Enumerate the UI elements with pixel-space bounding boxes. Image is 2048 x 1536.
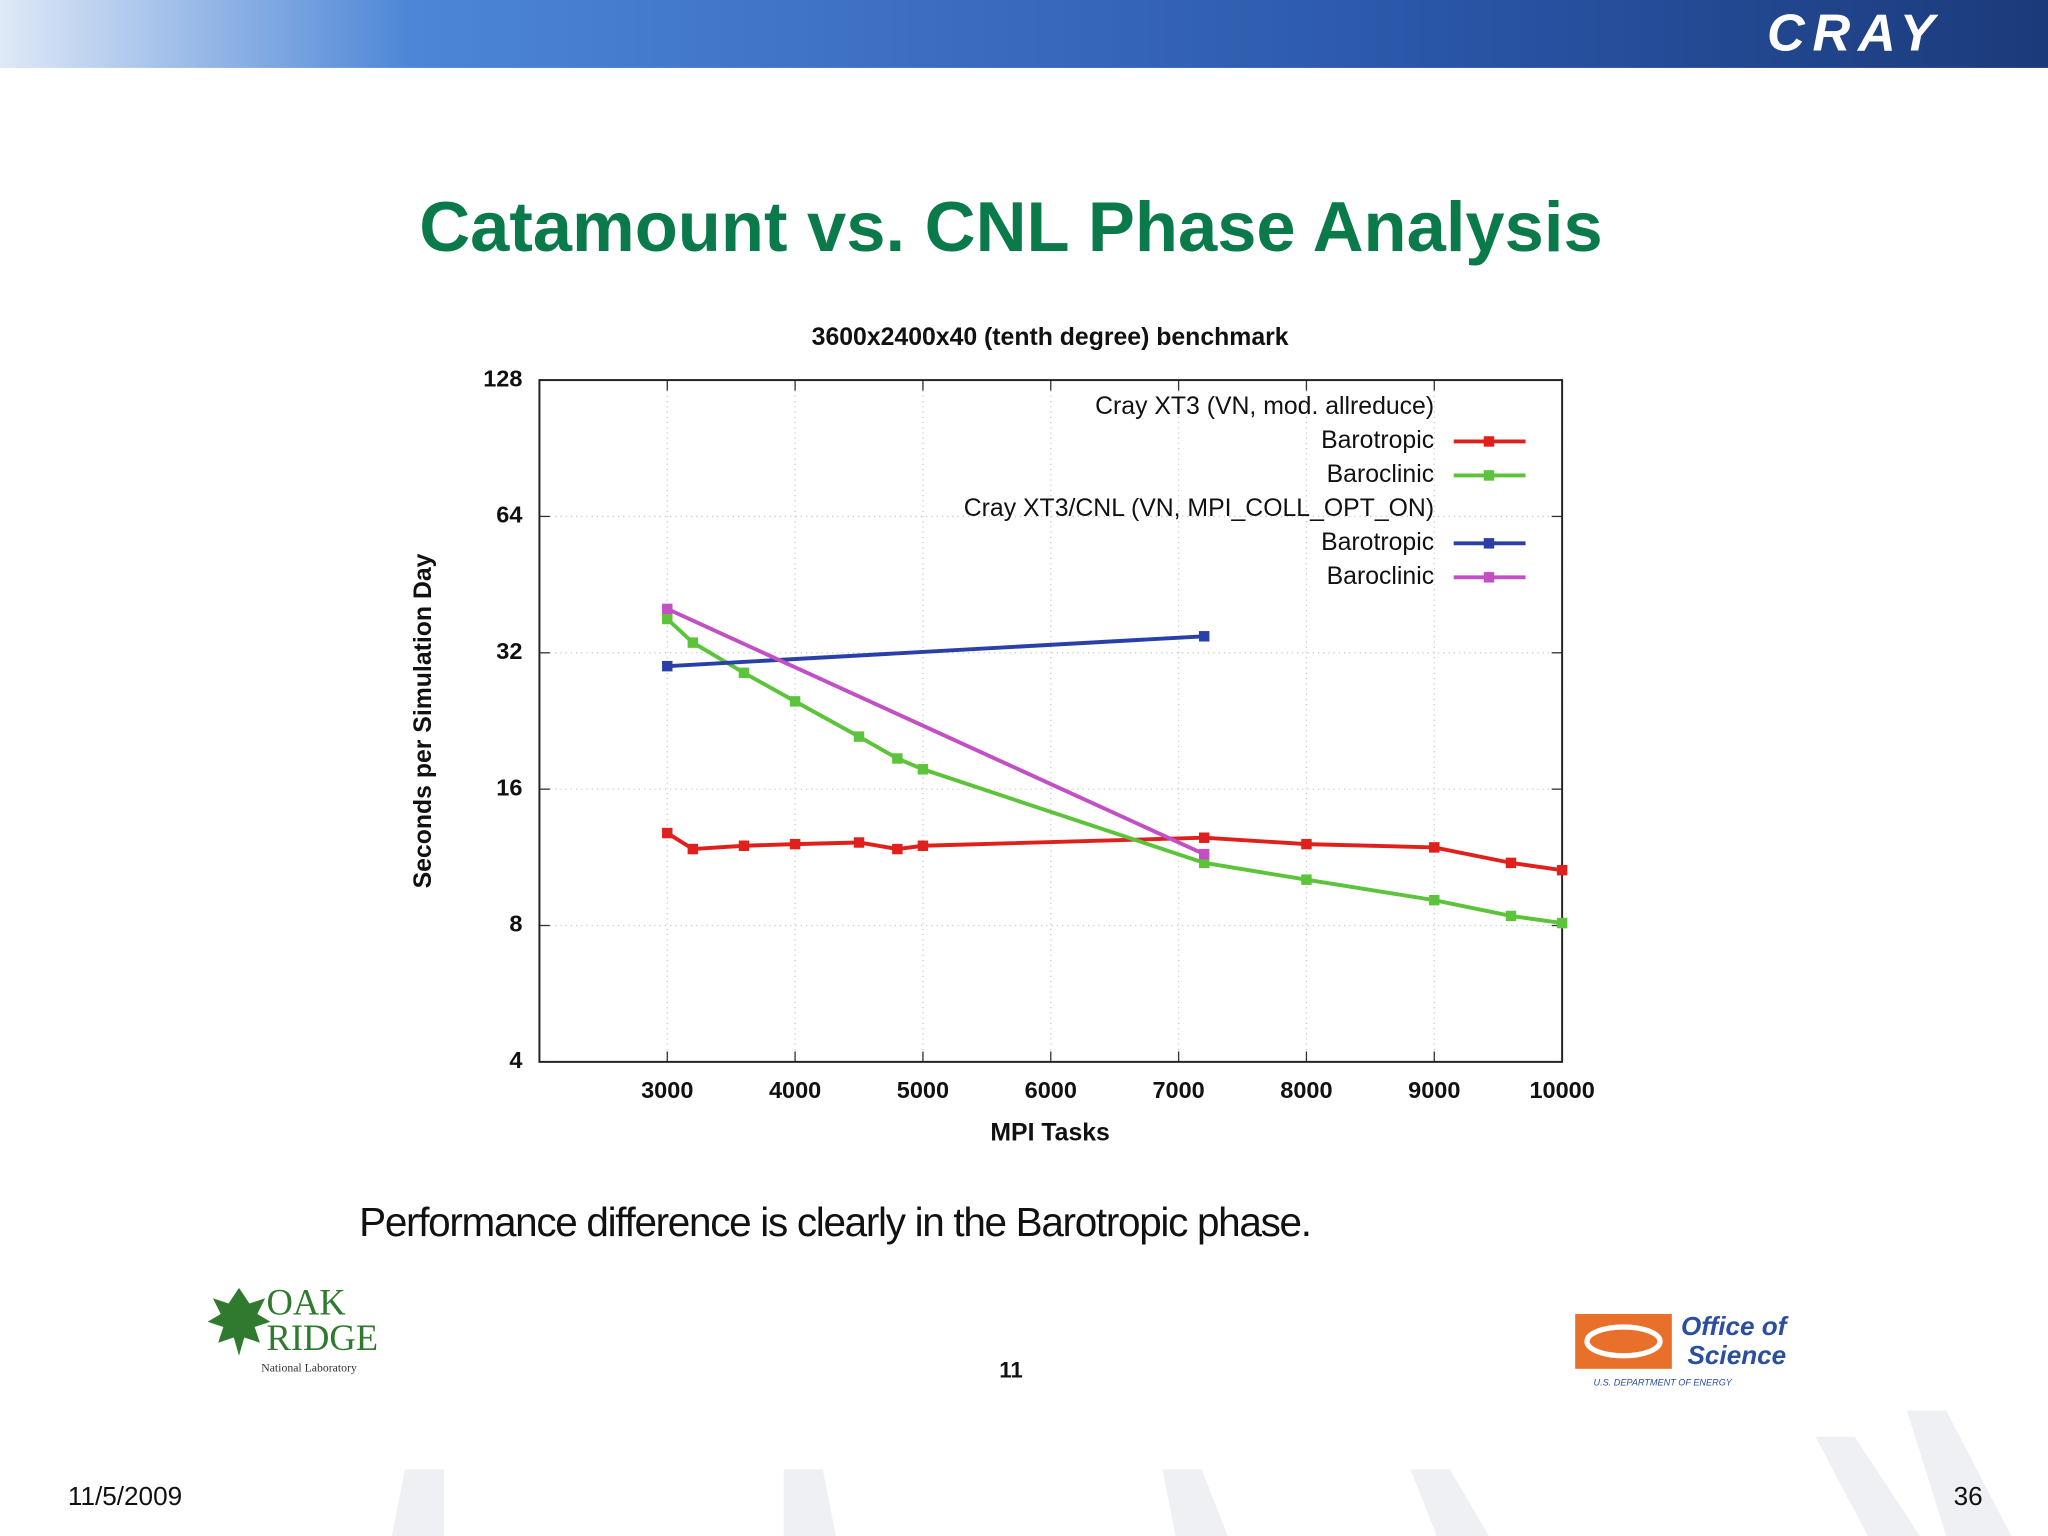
data-point: [1505, 910, 1517, 922]
x-tick-label: 5000: [897, 1077, 949, 1103]
data-point: [1429, 894, 1440, 906]
x-axis-label: MPI Tasks: [990, 1119, 1109, 1146]
logo-text: OAK: [266, 1282, 346, 1323]
data-point: [853, 731, 865, 742]
x-tick-label: 3000: [641, 1077, 693, 1103]
data-point: [1198, 848, 1210, 860]
x-tick-label: 8000: [1280, 1077, 1332, 1103]
slide-title: Catamount vs. CNL Phase Analysis: [419, 187, 1602, 266]
data-point: [1505, 857, 1517, 869]
data-point: [1198, 631, 1210, 642]
y-tick-label: 16: [496, 774, 522, 800]
header-bar: [0, 0, 2048, 68]
date: 11/5/2009: [68, 1481, 182, 1511]
data-point: [738, 667, 750, 679]
data-point: [1556, 917, 1568, 929]
plot-frame: [538, 379, 1564, 1063]
data-point: [687, 637, 699, 648]
legend-marker: [1483, 572, 1495, 583]
data-point: [738, 840, 750, 851]
logo-text: Office of: [1681, 1311, 1789, 1341]
data-point: [662, 827, 673, 839]
slide-number: 36: [1954, 1481, 1983, 1511]
leaf-icon: [207, 1287, 271, 1356]
data-point: [917, 764, 929, 775]
logo-swirl: [1584, 1324, 1663, 1359]
legend-label: Barotropic: [1321, 427, 1434, 454]
legend-group-title: Cray XT3 (VN, mod. allreduce): [1095, 393, 1434, 420]
data-point: [892, 753, 903, 764]
data-point: [662, 613, 673, 625]
legend-marker: [1483, 436, 1495, 447]
data-point: [1301, 838, 1312, 850]
x-tick-label: 10000: [1529, 1077, 1594, 1103]
logo-text: RIDGE: [266, 1317, 378, 1358]
cray-logo: CRAY: [1767, 4, 1942, 62]
footer-stripes: [391, 1410, 2012, 1536]
data-point: [1198, 832, 1210, 843]
y-tick-label: 128: [483, 365, 522, 391]
caption: Performance difference is clearly in the…: [359, 1199, 1310, 1245]
legend-label: Barotropic: [1321, 529, 1434, 556]
legend-marker: [1483, 538, 1495, 549]
y-tick-label: 64: [496, 502, 522, 528]
series-line: [665, 617, 1563, 926]
legend-group-title: Cray XT3/CNL (VN, MPI_COLL_OPT_ON): [964, 495, 1434, 522]
legend-label: Baroclinic: [1327, 563, 1435, 590]
office-of-science-logo: Office of Science U.S. DEPARTMENT OF ENE…: [1575, 1311, 1789, 1388]
y-tick-label: 8: [509, 911, 522, 937]
data-point: [662, 660, 673, 672]
logo-text: U.S. DEPARTMENT OF ENERGY: [1593, 1378, 1732, 1388]
page-number: 11: [999, 1357, 1022, 1382]
x-tick-label: 7000: [1152, 1077, 1204, 1103]
data-point: [789, 696, 801, 707]
data-point: [853, 837, 865, 848]
y-tick-label: 4: [509, 1047, 522, 1073]
y-axis-label: Seconds per Simulation Day: [410, 553, 437, 888]
x-tick-label: 6000: [1025, 1077, 1077, 1103]
logo-text: Science: [1688, 1340, 1787, 1370]
logo-text: National Laboratory: [261, 1362, 357, 1375]
chart: 3600x2400x40 (tenth degree) benchmark MP…: [410, 324, 1595, 1146]
y-tick-label: 32: [496, 638, 522, 664]
data-point: [789, 838, 801, 850]
data-point: [1198, 857, 1210, 869]
data-point: [662, 603, 673, 615]
data-point: [687, 843, 699, 855]
series-line: [667, 634, 1205, 669]
logo-box: [1575, 1313, 1672, 1369]
oak-ridge-logo: OAK RIDGE National Laboratory: [207, 1282, 378, 1375]
data-point: [1301, 874, 1312, 885]
legend-label: Baroclinic: [1327, 461, 1435, 488]
data-point: [1556, 864, 1568, 876]
data-point: [892, 843, 903, 855]
x-tick-label: 4000: [769, 1077, 821, 1103]
chart-title: 3600x2400x40 (tenth degree) benchmark: [812, 324, 1289, 351]
data-point: [1429, 842, 1440, 853]
series-line: [666, 831, 1563, 873]
data-point: [917, 840, 929, 851]
series-line: [666, 607, 1205, 856]
legend-marker: [1483, 470, 1495, 481]
x-tick-label: 9000: [1408, 1077, 1460, 1103]
